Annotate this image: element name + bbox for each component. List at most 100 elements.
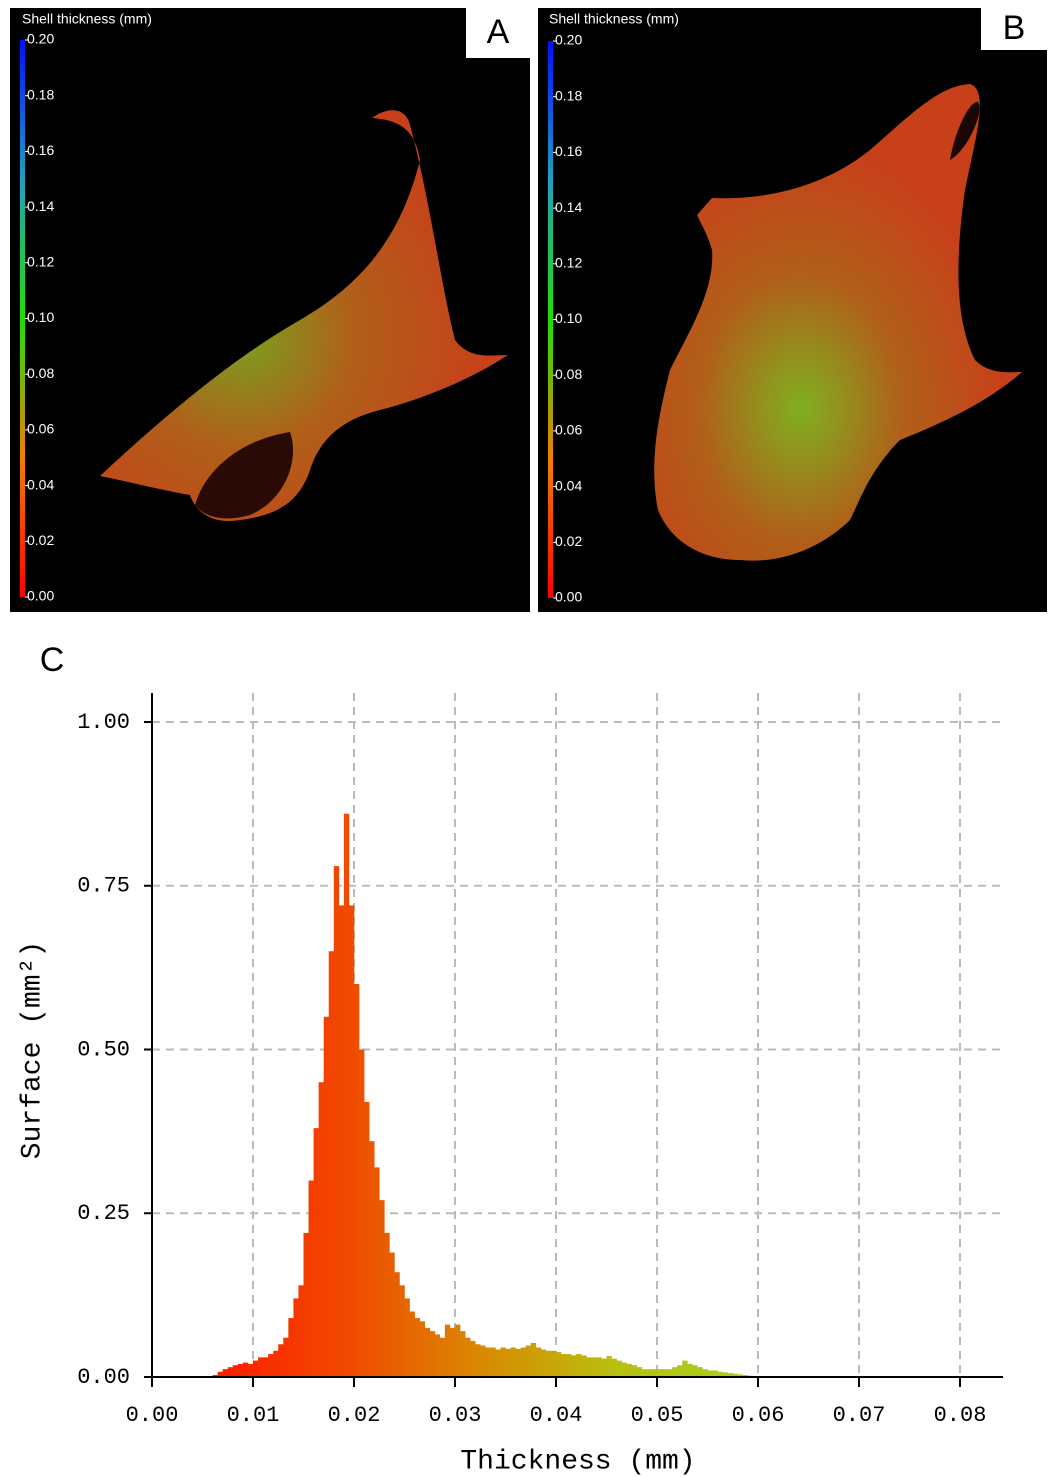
bar [631, 1365, 638, 1377]
bar [217, 1371, 223, 1377]
bar [227, 1367, 234, 1377]
panel-background [10, 8, 530, 612]
bar [237, 1363, 244, 1377]
colorbar-tick-label: 0.04 [27, 476, 54, 492]
colorbar-tick-label: 0.02 [27, 532, 54, 548]
histogram-panel: C Thickness (mm) Surface (mm²) 0.00 0.25 0… [17, 641, 1003, 1477]
bar [409, 1311, 415, 1377]
bar [601, 1358, 607, 1377]
bar [444, 1324, 451, 1377]
shell-opening [195, 432, 294, 519]
bar [576, 1354, 582, 1377]
y-axis-label: Surface (mm²) [17, 941, 48, 1159]
bar [475, 1344, 481, 1377]
shell-opening [950, 101, 980, 160]
panel-label: B [1003, 9, 1026, 47]
bar [369, 1141, 375, 1377]
bar [434, 1334, 441, 1377]
bar [359, 1049, 365, 1377]
bar [268, 1354, 274, 1377]
bar [258, 1357, 264, 1377]
colorbar-tick-label: 0.10 [27, 309, 54, 325]
bar [722, 1372, 728, 1377]
panel-b: B Shell thickness (mm) 0.00 0.02 0.04 0.06 0… [538, 8, 1047, 612]
bar [520, 1347, 526, 1377]
panel-label-box [466, 8, 530, 58]
bar [424, 1327, 431, 1377]
bar [662, 1369, 668, 1377]
bar [571, 1355, 577, 1377]
bar [500, 1347, 506, 1377]
x-axis-label: Thickness (mm) [460, 1446, 695, 1477]
colorbar-tick-label: 0.08 [555, 366, 582, 382]
x-tick-label: 0.05 [631, 1403, 684, 1428]
colorbar-tick-label: 0.12 [27, 254, 54, 270]
bar [727, 1373, 734, 1377]
colorbar-tick-label: 0.02 [555, 533, 582, 549]
y-tick-label: 0.25 [77, 1201, 130, 1226]
bar [263, 1357, 269, 1377]
bar [465, 1337, 471, 1377]
x-tick-label: 0.08 [934, 1403, 987, 1428]
colorbar-tick-label: 0.10 [555, 310, 582, 326]
colorbar-tick-label: 0.12 [555, 255, 582, 271]
colorbar-tick-label: 0.18 [27, 86, 54, 102]
colorbar-tick-label: 0.06 [27, 421, 54, 437]
x-tick-label: 0.07 [833, 1403, 886, 1428]
colorbar-tick-label: 0.06 [555, 422, 582, 438]
bar [606, 1356, 612, 1377]
bar [429, 1331, 436, 1377]
bar [702, 1369, 708, 1377]
bar [667, 1369, 673, 1377]
bar [273, 1350, 279, 1377]
bar [672, 1367, 678, 1377]
bar [313, 1128, 319, 1377]
bar [677, 1365, 683, 1377]
colorbar-tick-label: 0.00 [27, 588, 54, 604]
bar [657, 1369, 663, 1377]
x-tick-label: 0.01 [227, 1403, 280, 1428]
colorbar [20, 40, 25, 597]
bar [364, 1101, 370, 1377]
panel-label: C [40, 641, 65, 679]
bar [641, 1369, 648, 1377]
bar [697, 1367, 703, 1377]
x-tick-label: 0.04 [530, 1403, 583, 1428]
colorbar-tick-label: 0.14 [555, 199, 582, 215]
shell-shape [100, 110, 508, 521]
bar [717, 1371, 723, 1377]
bar [414, 1318, 420, 1377]
bar [308, 1180, 314, 1377]
y-tick-label: 0.75 [77, 874, 130, 899]
x-tick-label: 0.00 [126, 1403, 179, 1428]
bar [455, 1324, 461, 1377]
panel-a: A Shell thickness (mm) 0.00 0.02 0.04 0.06 0… [10, 8, 530, 612]
bar [535, 1347, 542, 1377]
x-tick-label: 0.06 [732, 1403, 785, 1428]
bar [338, 905, 345, 1377]
bar [530, 1342, 537, 1377]
colorbar-title: Shell thickness (mm) [549, 11, 679, 27]
bar [550, 1350, 557, 1377]
bar [651, 1369, 658, 1377]
bar [379, 1200, 385, 1377]
bar [480, 1345, 486, 1377]
bar [288, 1318, 294, 1377]
y-tick-label: 0.50 [77, 1037, 130, 1062]
bar [384, 1232, 390, 1377]
bar [707, 1370, 713, 1377]
bar [460, 1331, 466, 1377]
bar [490, 1347, 496, 1377]
bar [222, 1369, 229, 1377]
colorbar [548, 41, 553, 598]
colorbar-tick-label: 0.14 [27, 198, 54, 214]
bar [283, 1337, 289, 1377]
bar [621, 1362, 627, 1377]
colorbar-tick-label: 0.18 [555, 87, 582, 103]
bar [343, 813, 350, 1377]
bar [354, 984, 360, 1377]
bar [333, 866, 340, 1377]
bar [692, 1365, 698, 1377]
bar [298, 1285, 304, 1377]
